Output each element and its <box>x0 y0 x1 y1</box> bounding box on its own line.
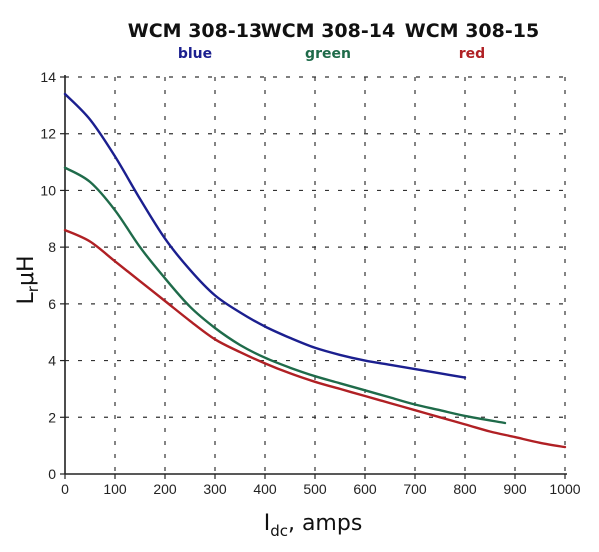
chart-tick-labels: 0 100 200 300 400 500 600 700 800 900 1000 0 2 4 6 8 10 1… <box>40 69 580 497</box>
y-axis-label: LrμH <box>14 256 42 305</box>
x-tick-label: 500 <box>303 481 327 497</box>
legend-series-color-label: green <box>305 46 351 62</box>
x-tick-label: 800 <box>453 481 477 497</box>
legend-series-color-label: blue <box>178 46 212 62</box>
series-line-green <box>63 166 507 425</box>
y-tick-label: 6 <box>48 296 56 312</box>
legend-series-color-label: red <box>459 46 485 62</box>
x-tick-label: 900 <box>503 481 527 497</box>
x-tick-label: 0 <box>61 481 69 497</box>
y-tick-label: 0 <box>48 466 56 482</box>
y-tick-label: 10 <box>40 182 56 198</box>
x-tick-label: 600 <box>353 481 377 497</box>
y-axis-label-sub: r <box>24 285 42 292</box>
y-axis-label-main: L <box>14 291 39 304</box>
x-tick-label: 200 <box>153 481 177 497</box>
x-axis-label-unit: , amps <box>288 511 362 536</box>
x-tick-label: 700 <box>403 481 427 497</box>
chart-axes <box>60 75 567 479</box>
y-tick-label: 8 <box>48 239 56 255</box>
series-line-blue <box>63 92 467 379</box>
y-tick-label: 14 <box>40 69 56 85</box>
legend-series-name: WCM 308-14 <box>261 20 395 42</box>
legend-series-name: WCM 308-13 <box>128 20 262 42</box>
legend-series-name: WCM 308-15 <box>405 20 539 42</box>
chart-legend: WCM 308-13 blue WCM 308-14 green WCM 308-15 r… <box>128 20 539 62</box>
x-tick-label: 100 <box>103 481 127 497</box>
y-tick-label: 4 <box>48 353 56 369</box>
series-line-red <box>63 228 567 449</box>
y-axis-label-unit: μH <box>14 256 39 287</box>
x-tick-label: 1000 <box>549 481 580 497</box>
y-tick-label: 2 <box>48 409 56 425</box>
x-tick-label: 400 <box>253 481 277 497</box>
y-tick-label: 12 <box>40 126 56 142</box>
x-tick-label: 300 <box>203 481 227 497</box>
chart-grid <box>65 76 566 474</box>
x-axis-label-main: I <box>264 511 271 536</box>
x-axis-label: Idc, amps <box>264 511 363 540</box>
x-axis-label-sub: dc <box>270 522 288 540</box>
chart-series <box>63 92 567 449</box>
